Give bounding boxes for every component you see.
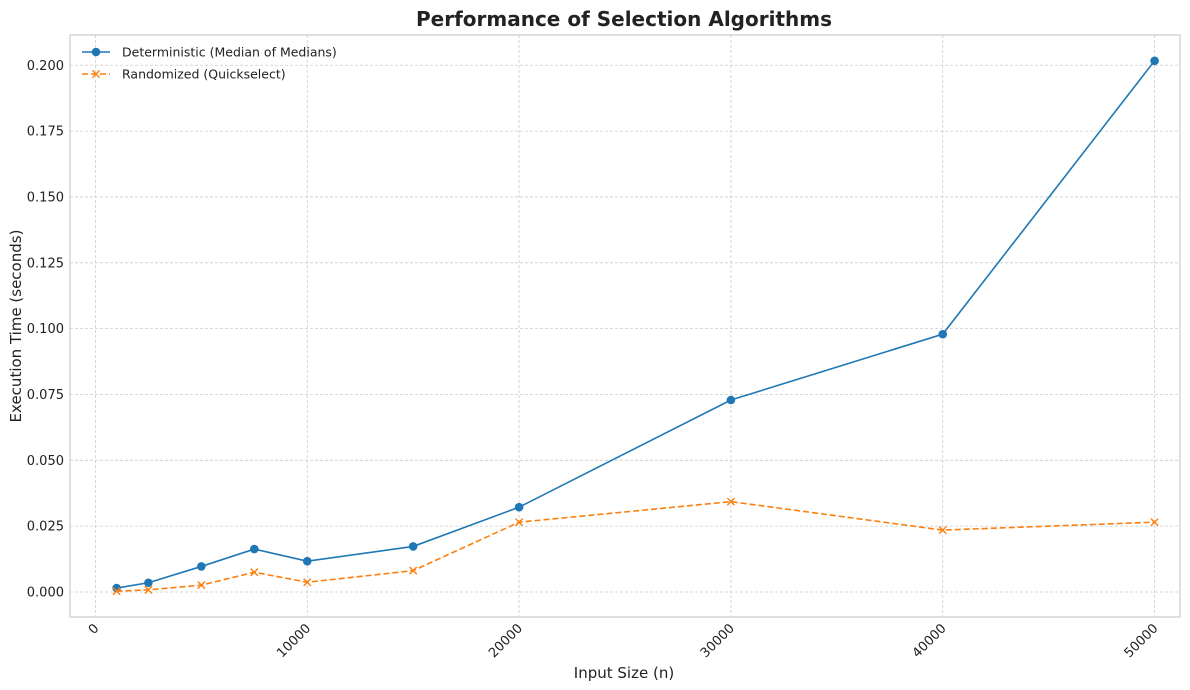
legend-marker	[91, 47, 101, 57]
x-axis-label: Input Size (n)	[574, 664, 674, 682]
data-point	[250, 568, 259, 577]
series-line	[116, 60, 1156, 589]
y-tick-label: 0.150	[27, 190, 64, 205]
y-tick-label: 0.000	[27, 585, 64, 600]
series-1	[112, 56, 1159, 593]
data-point	[1150, 56, 1159, 66]
y-tick-label: 0.025	[27, 520, 64, 535]
data-point	[938, 329, 948, 339]
x-axis-ticks: 0 10000 20000 30000 40000 50000	[86, 621, 1162, 661]
y-tick-label: 0.075	[27, 388, 64, 403]
legend-marker	[91, 69, 101, 79]
data-point	[303, 578, 312, 587]
data-point	[514, 502, 524, 512]
y-tick-label: 0.100	[27, 322, 64, 337]
grid	[70, 35, 1180, 617]
series-layer	[112, 56, 1159, 596]
legend-label: Randomized (Quickselect)	[122, 67, 286, 82]
y-tick-label: 0.125	[27, 256, 64, 271]
y-tick-label: 0.175	[27, 125, 64, 140]
plot-frame	[69, 34, 1181, 618]
x-tick-label: 20000	[486, 621, 526, 661]
data-point	[197, 562, 206, 571]
data-point	[249, 544, 259, 554]
data-point	[938, 526, 947, 535]
data-point	[197, 581, 206, 590]
y-axis-ticks: 0.000 0.025 0.050 0.075 0.100 0.125 0.150 0.175…	[27, 59, 64, 601]
data-point	[144, 578, 153, 588]
data-point	[144, 585, 153, 594]
data-point	[1150, 518, 1159, 527]
data-point	[726, 395, 736, 405]
x-tick-label: 0	[86, 621, 102, 637]
y-tick-label: 0.050	[27, 454, 64, 469]
legend-label: Deterministic (Median of Medians)	[122, 45, 337, 60]
series-2	[112, 497, 1159, 596]
data-point	[302, 556, 312, 566]
legend-item: Deterministic (Median of Medians)	[82, 45, 337, 60]
data-point	[112, 587, 121, 596]
x-tick-label: 40000	[910, 621, 950, 661]
y-axis-label: Execution Time (seconds)	[7, 230, 25, 423]
data-point	[514, 518, 524, 527]
legend: Deterministic (Median of Medians) Randomi…	[82, 45, 337, 82]
x-tick-label: 30000	[698, 621, 738, 661]
data-point	[408, 542, 418, 551]
series-line	[116, 500, 1155, 592]
x-tick-label: 10000	[274, 621, 314, 661]
data-point	[409, 566, 418, 575]
chart-title: Performance of Selection Algorithms	[416, 7, 832, 31]
data-point	[726, 497, 736, 506]
legend-item: Randomized (Quickselect)	[82, 67, 286, 82]
x-tick-label: 50000	[1122, 621, 1162, 661]
data-point	[112, 583, 121, 593]
y-tick-label: 0.200	[27, 59, 64, 74]
